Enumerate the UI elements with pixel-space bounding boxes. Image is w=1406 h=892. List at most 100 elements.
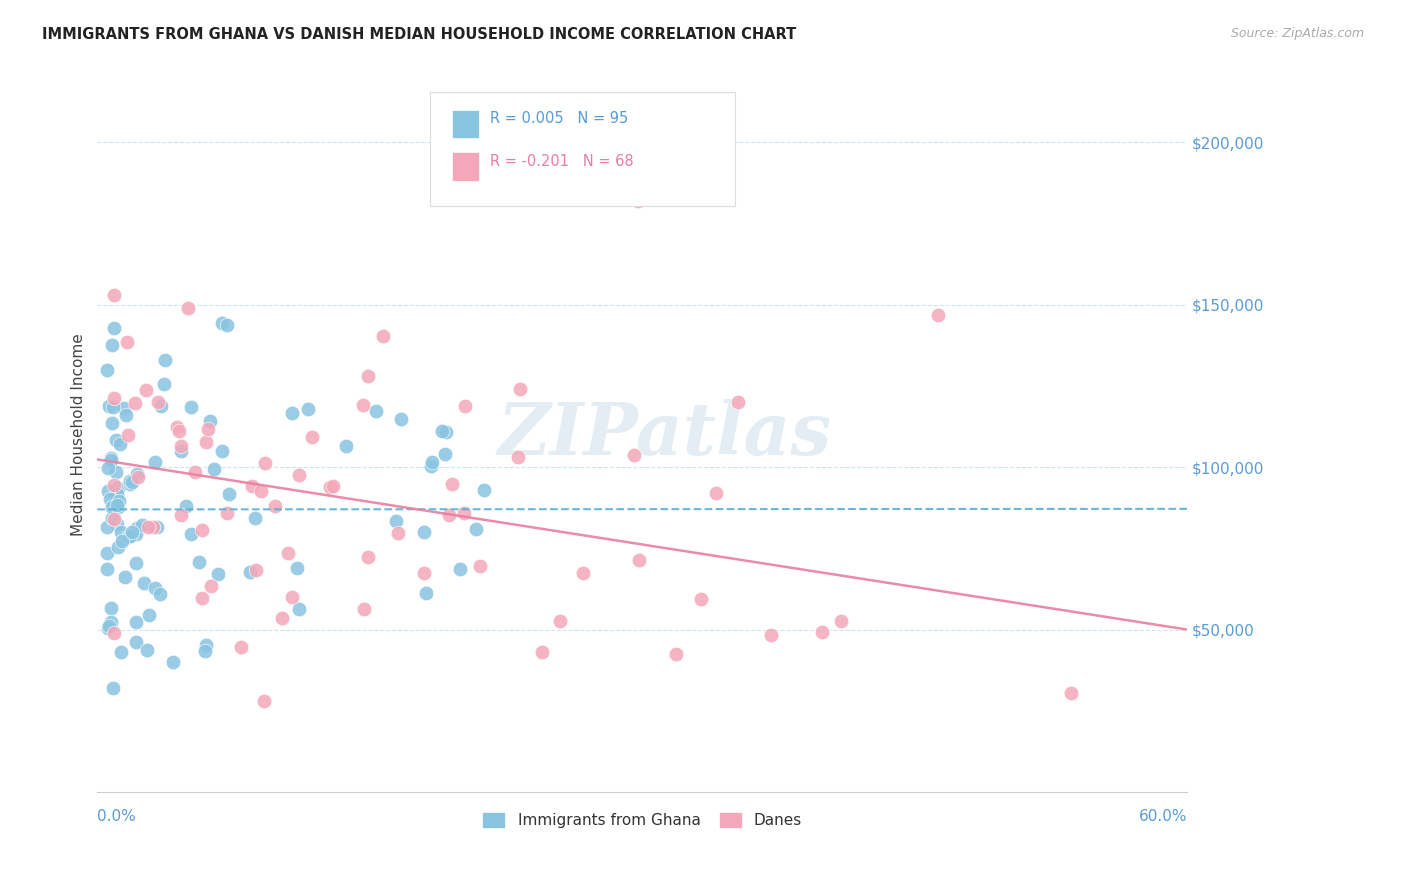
Point: [531, 645, 554, 659]
Point: [197, 422, 219, 436]
Point: [215, 506, 238, 520]
Point: [245, 563, 267, 577]
Point: [114, 401, 136, 416]
Point: [125, 615, 148, 629]
Point: [103, 512, 125, 526]
Point: [103, 478, 125, 492]
Point: [121, 475, 143, 489]
Point: [548, 614, 571, 628]
Point: [468, 558, 491, 573]
Point: [96, 562, 118, 576]
Point: [143, 582, 166, 596]
Point: [105, 499, 128, 513]
Point: [105, 486, 128, 500]
Point: [180, 527, 202, 541]
Point: [101, 338, 124, 352]
Point: [281, 406, 304, 420]
Point: [107, 500, 129, 515]
Point: [97, 399, 120, 413]
Point: [191, 591, 214, 606]
Point: [198, 414, 221, 428]
Point: [124, 527, 146, 541]
Point: [100, 451, 122, 466]
Point: [439, 508, 461, 523]
Point: [101, 681, 124, 695]
Point: [153, 353, 176, 368]
Point: [627, 552, 650, 566]
Point: [101, 511, 124, 525]
Point: [434, 425, 457, 439]
FancyBboxPatch shape: [430, 92, 735, 206]
Point: [96, 520, 118, 534]
Point: [117, 530, 139, 544]
Point: [105, 433, 128, 447]
Point: [627, 194, 650, 208]
Point: [430, 424, 453, 438]
Point: [288, 467, 311, 482]
Point: [211, 316, 233, 330]
Point: [623, 448, 645, 462]
Point: [179, 401, 201, 415]
Point: [356, 549, 378, 564]
Point: [101, 500, 124, 514]
Point: [357, 368, 380, 383]
Point: [297, 401, 319, 416]
Point: [124, 396, 146, 410]
Point: [277, 546, 299, 560]
Point: [353, 602, 375, 616]
Point: [96, 363, 118, 377]
Point: [385, 514, 408, 528]
Point: [101, 417, 124, 431]
Point: [191, 523, 214, 537]
Point: [169, 444, 191, 458]
Point: [194, 643, 217, 657]
Point: [254, 456, 277, 470]
Point: [97, 483, 120, 498]
Point: [301, 429, 323, 443]
Point: [125, 635, 148, 649]
Point: [242, 479, 264, 493]
Point: [135, 642, 157, 657]
Point: [146, 520, 169, 534]
Point: [412, 566, 434, 580]
Point: [811, 625, 834, 640]
Point: [202, 461, 225, 475]
Text: Source: ZipAtlas.com: Source: ZipAtlas.com: [1230, 27, 1364, 40]
Point: [170, 508, 193, 522]
Text: IMMIGRANTS FROM GHANA VS DANISH MEDIAN HOUSEHOLD INCOME CORRELATION CHART: IMMIGRANTS FROM GHANA VS DANISH MEDIAN H…: [42, 27, 796, 42]
Point: [454, 399, 477, 413]
Point: [100, 600, 122, 615]
Point: [170, 439, 193, 453]
Point: [194, 434, 217, 449]
Point: [231, 640, 253, 654]
Point: [131, 517, 153, 532]
Point: [704, 486, 727, 500]
Point: [449, 562, 471, 576]
Point: [415, 586, 437, 600]
Point: [153, 377, 176, 392]
Point: [194, 638, 217, 652]
Point: [149, 399, 172, 413]
Point: [319, 480, 342, 494]
Point: [117, 427, 139, 442]
Point: [148, 395, 170, 409]
Point: [371, 329, 394, 343]
Point: [249, 483, 271, 498]
Point: [132, 575, 155, 590]
Text: R = 0.005   N = 95: R = 0.005 N = 95: [489, 112, 628, 127]
Point: [335, 439, 357, 453]
Point: [107, 481, 129, 495]
Point: [465, 522, 488, 536]
Point: [288, 602, 311, 616]
Point: [830, 614, 852, 628]
Text: 60.0%: 60.0%: [1139, 808, 1187, 823]
Point: [97, 460, 120, 475]
Point: [174, 499, 197, 513]
Point: [364, 404, 387, 418]
Point: [127, 521, 149, 535]
Point: [105, 517, 128, 532]
Point: [413, 524, 436, 539]
Point: [97, 621, 120, 635]
Point: [761, 628, 783, 642]
Point: [420, 459, 443, 474]
